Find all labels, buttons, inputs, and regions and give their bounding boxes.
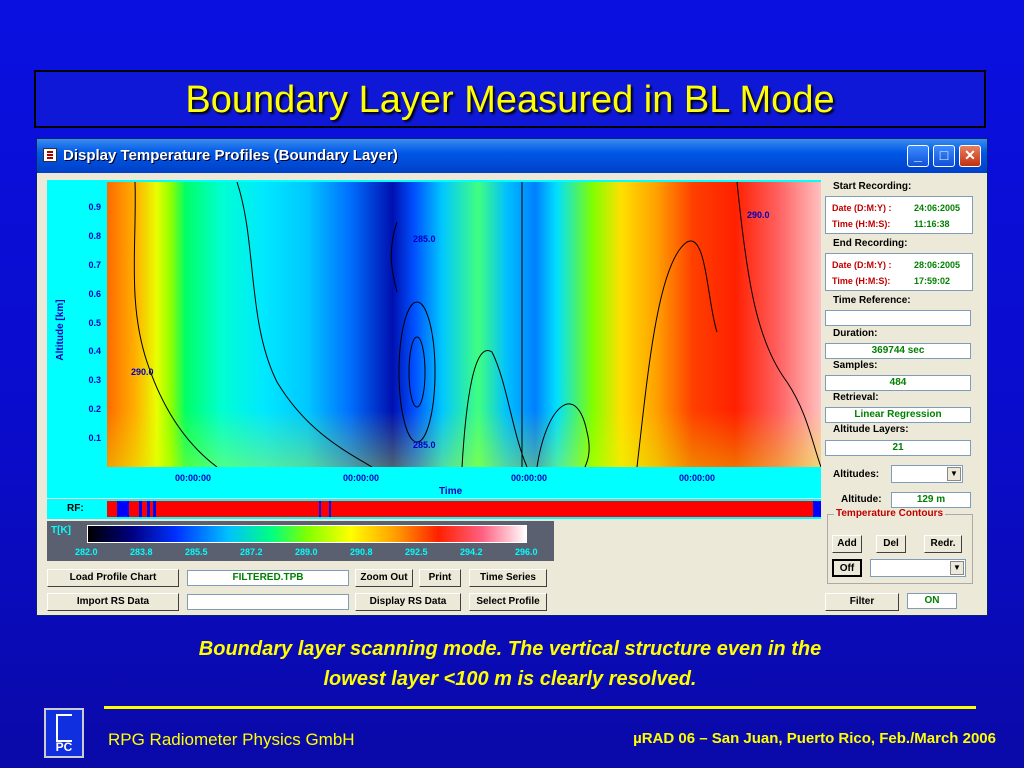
- rf-label: RF:: [67, 503, 84, 514]
- delete-contour-button[interactable]: Del: [876, 535, 906, 553]
- x-tick: 00:00:00: [343, 473, 380, 483]
- retrieval-field: Linear Regression: [825, 407, 971, 423]
- filename-field[interactable]: FILTERED.TPB: [187, 570, 349, 586]
- load-profile-chart-button[interactable]: Load Profile Chart: [47, 569, 179, 587]
- close-button[interactable]: ✕: [959, 145, 981, 167]
- end-recording-label: End Recording:: [833, 238, 908, 249]
- footer-event: µRAD 06 – San Juan, Puerto Rico, Feb./Ma…: [633, 730, 996, 747]
- legend-tick: 282.0: [75, 547, 98, 557]
- samples-label: Samples:: [833, 360, 878, 371]
- chevron-down-icon[interactable]: ▼: [947, 467, 961, 481]
- y-tick: 0.9: [88, 202, 101, 212]
- caption-line-2: lowest layer <100 m is clearly resolved.: [323, 668, 697, 690]
- filter-state-field: ON: [907, 593, 957, 609]
- start-recording-box: Date (D:M:Y) : 24:06:2005 Time (H:M:S): …: [825, 196, 973, 234]
- retrieval-label: Retrieval:: [833, 392, 879, 403]
- temperature-heatmap[interactable]: 285.0 290.0 285.0 290.0: [107, 182, 821, 467]
- legend-tick: 289.0: [295, 547, 318, 557]
- contour-label: 290.0: [747, 210, 770, 220]
- legend-tick: 294.2: [460, 547, 483, 557]
- duration-label: Duration:: [833, 328, 878, 339]
- temperature-profiles-window: Display Temperature Profiles (Boundary L…: [36, 138, 988, 616]
- x-tick: 00:00:00: [679, 473, 716, 483]
- duration-field: 369744 sec: [825, 343, 971, 359]
- altitude-field: 129 m: [891, 492, 971, 508]
- y-tick: 0.3: [88, 375, 101, 385]
- print-button[interactable]: Print: [419, 569, 461, 587]
- legend-tick: 290.8: [350, 547, 373, 557]
- x-tick: 00:00:00: [175, 473, 212, 483]
- rs-data-field[interactable]: [187, 594, 349, 610]
- start-date-key: Date (D:M:Y) :: [832, 203, 892, 213]
- footer-company: RPG Radiometer Physics GmbH: [108, 730, 355, 749]
- y-tick: 0.6: [88, 289, 101, 299]
- rf-indicator: RF:: [47, 499, 821, 519]
- legend-tick: 296.0: [515, 547, 538, 557]
- start-time-value: 11:16:38: [914, 219, 950, 229]
- altitude-layers-field: 21: [825, 440, 971, 456]
- filter-button[interactable]: Filter: [825, 593, 899, 611]
- slide-title: Boundary Layer Measured in BL Mode: [34, 70, 986, 128]
- y-tick: 0.7: [88, 260, 101, 270]
- y-tick: 0.1: [88, 433, 101, 443]
- y-axis-label: Altitude [km]: [55, 299, 66, 361]
- time-reference-field[interactable]: [825, 310, 971, 326]
- legend-gradient: [87, 525, 527, 543]
- samples-field: 484: [825, 375, 971, 391]
- caption-line-1: Boundary layer scanning mode. The vertic…: [198, 638, 822, 660]
- y-tick: 0.2: [88, 404, 101, 414]
- minimize-button[interactable]: _: [907, 145, 929, 167]
- contour-label: 285.0: [413, 234, 436, 244]
- divider-rule: [104, 706, 976, 709]
- legend-tick: 285.5: [185, 547, 208, 557]
- time-reference-label: Time Reference:: [833, 295, 911, 306]
- start-time-key: Time (H:M:S):: [832, 219, 891, 229]
- logo-text: PC: [55, 740, 73, 754]
- legend-title: T[K]: [51, 525, 71, 536]
- start-recording-label: Start Recording:: [833, 181, 912, 192]
- end-date-key: Date (D:M:Y) :: [832, 260, 892, 270]
- import-rs-data-button[interactable]: Import RS Data: [47, 593, 179, 611]
- contour-lines: [133, 182, 821, 467]
- end-time-value: 17:59:02: [914, 276, 951, 286]
- legend-tick: 292.5: [405, 547, 428, 557]
- end-date-value: 28:06:2005: [914, 260, 961, 270]
- y-tick: 0.5: [88, 318, 101, 328]
- altitude-label: Altitude:: [841, 494, 882, 505]
- end-time-key: Time (H:M:S):: [832, 276, 891, 286]
- window-titlebar[interactable]: Display Temperature Profiles (Boundary L…: [37, 139, 987, 173]
- add-contour-button[interactable]: Add: [832, 535, 862, 553]
- x-axis-label: Time: [439, 486, 463, 497]
- start-date-value: 24:06:2005: [914, 203, 961, 213]
- x-tick: 00:00:00: [511, 473, 548, 483]
- legend-tick: 287.2: [240, 547, 263, 557]
- temperature-contours-title: Temperature Contours: [834, 508, 946, 519]
- app-icon: [43, 148, 57, 162]
- slide-caption: Boundary layer scanning mode. The vertic…: [60, 634, 960, 694]
- zoom-out-button[interactable]: Zoom Out: [355, 569, 413, 587]
- rf-bar: [107, 501, 821, 517]
- color-legend: T[K] 282.0 283.8 285.5 287.2 289.0 290.8…: [47, 521, 554, 561]
- y-tick: 0.4: [88, 346, 101, 356]
- display-rs-data-button[interactable]: Display RS Data: [355, 593, 461, 611]
- altitudes-label: Altitudes:: [833, 469, 880, 480]
- altitude-layers-label: Altitude Layers:: [833, 424, 909, 435]
- plot-area: Altitude [km] 0.9 0.8 0.7 0.6 0.5 0.4 0.…: [47, 180, 821, 498]
- rpg-logo: PC: [44, 708, 84, 758]
- redraw-contour-button[interactable]: Redr.: [924, 535, 962, 553]
- maximize-button[interactable]: □: [933, 145, 955, 167]
- contour-label: 290.0: [131, 367, 154, 377]
- y-tick: 0.8: [88, 231, 101, 241]
- contour-label: 285.0: [413, 440, 436, 450]
- temperature-contours-group: Temperature Contours Add Del Redr. Off ▼: [827, 508, 973, 584]
- select-profile-button[interactable]: Select Profile: [469, 593, 547, 611]
- legend-tick: 283.8: [130, 547, 153, 557]
- chevron-down-icon[interactable]: ▼: [950, 561, 964, 575]
- time-series-button[interactable]: Time Series: [469, 569, 547, 587]
- contour-off-button[interactable]: Off: [832, 559, 862, 577]
- end-recording-box: Date (D:M:Y) : 28:06:2005 Time (H:M:S): …: [825, 253, 973, 291]
- contour-dropdown[interactable]: ▼: [870, 559, 966, 577]
- altitudes-dropdown[interactable]: ▼: [891, 465, 963, 483]
- window-title: Display Temperature Profiles (Boundary L…: [63, 147, 398, 164]
